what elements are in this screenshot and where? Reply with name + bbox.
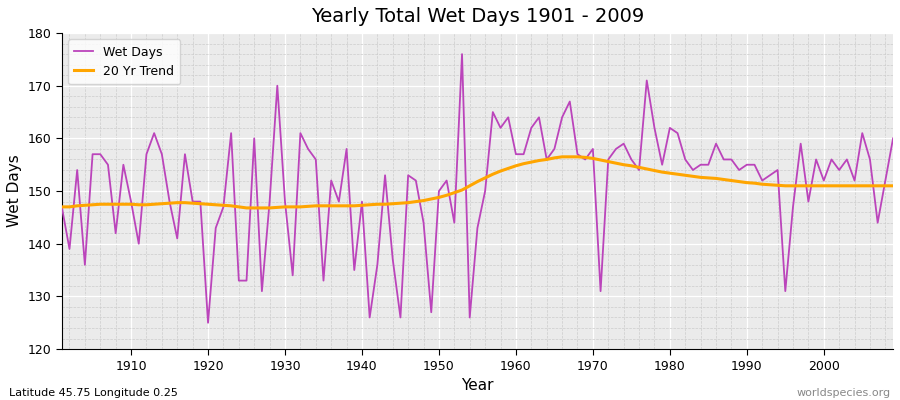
- Wet Days: [518, 152, 529, 156]
- Text: Latitude 45.75 Longitude 0.25: Latitude 45.75 Longitude 0.25: [9, 388, 178, 398]
- Line: 20 Yr Trend: 20 Yr Trend: [62, 157, 893, 208]
- Wet Days: [118, 162, 129, 167]
- 20 Yr Trend: [241, 206, 252, 210]
- Wet Days: [57, 204, 68, 209]
- 20 Yr Trend: [510, 163, 521, 168]
- 20 Yr Trend: [557, 154, 568, 159]
- Y-axis label: Wet Days: Wet Days: [7, 155, 22, 228]
- 20 Yr Trend: [887, 184, 898, 188]
- 20 Yr Trend: [618, 162, 629, 167]
- 20 Yr Trend: [118, 202, 129, 207]
- Wet Days: [341, 146, 352, 151]
- 20 Yr Trend: [295, 204, 306, 209]
- X-axis label: Year: Year: [461, 378, 494, 393]
- Wet Days: [618, 141, 629, 146]
- Line: Wet Days: Wet Days: [62, 54, 893, 323]
- 20 Yr Trend: [341, 204, 352, 208]
- Title: Yearly Total Wet Days 1901 - 2009: Yearly Total Wet Days 1901 - 2009: [310, 7, 644, 26]
- Wet Days: [887, 136, 898, 141]
- Legend: Wet Days, 20 Yr Trend: Wet Days, 20 Yr Trend: [68, 39, 180, 84]
- Wet Days: [295, 131, 306, 136]
- Wet Days: [526, 126, 536, 130]
- 20 Yr Trend: [518, 161, 529, 166]
- 20 Yr Trend: [57, 204, 68, 209]
- Text: worldspecies.org: worldspecies.org: [796, 388, 891, 398]
- Wet Days: [202, 320, 213, 325]
- Wet Days: [456, 52, 467, 56]
